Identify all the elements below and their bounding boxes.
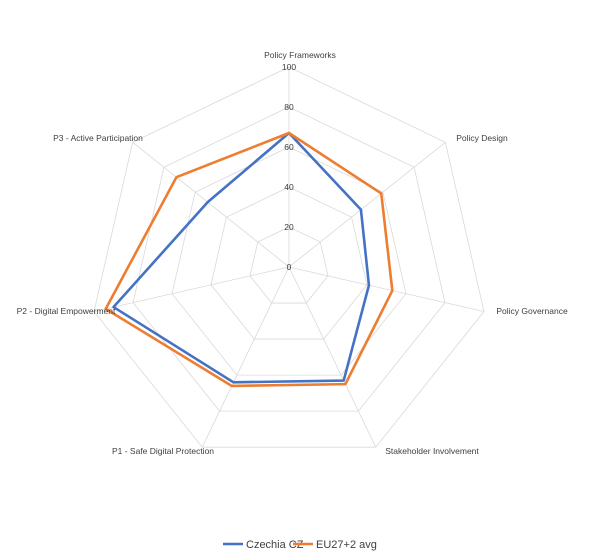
series-line-czechia-cz — [112, 131, 371, 384]
spoke-2 — [288, 266, 485, 312]
axis-label-2: Policy Governance — [496, 306, 568, 316]
radar-tick-labels: 0 20 40 60 80 100 — [282, 62, 296, 272]
radar-series — [104, 131, 394, 388]
series-line-eu27-2-avg — [104, 131, 394, 388]
legend-label-1: EU27+2 avg — [316, 539, 377, 551]
grid-ring-80 — [132, 106, 446, 412]
tick-label-100: 100 — [282, 62, 296, 72]
legend-label-0: Czechia CZ — [246, 539, 304, 551]
tick-label-0: 0 — [287, 262, 292, 272]
axis-label-0: Policy Frameworks — [264, 50, 336, 60]
axis-label-5: P2 - Digital Empowerment — [17, 306, 116, 316]
grid-ring-60 — [171, 146, 407, 376]
axis-label-6: P3 - Active Participation — [53, 133, 143, 143]
tick-label-80: 80 — [284, 102, 294, 112]
axis-label-3: Stakeholder Involvement — [385, 446, 479, 456]
spoke-4 — [201, 266, 290, 448]
radar-grid — [93, 66, 485, 448]
spoke-3 — [288, 266, 377, 448]
tick-label-20: 20 — [284, 222, 294, 232]
tick-label-40: 40 — [284, 182, 294, 192]
tick-label-60: 60 — [284, 142, 294, 152]
spoke-1 — [288, 141, 446, 268]
spoke-6 — [132, 141, 290, 268]
grid-ring-40 — [210, 186, 368, 340]
grid-ring-20 — [249, 226, 329, 304]
grid-ring-100 — [93, 66, 485, 448]
spoke-5 — [93, 266, 290, 312]
radar-spokes — [93, 67, 485, 448]
axis-label-1: Policy Design — [456, 133, 508, 143]
chart-legend: Czechia CZ EU27+2 avg — [223, 539, 377, 551]
radar-axis-labels: Policy Frameworks Policy Design Policy Gov… — [17, 50, 568, 456]
axis-label-4: P1 - Safe Digital Protection — [112, 446, 214, 456]
